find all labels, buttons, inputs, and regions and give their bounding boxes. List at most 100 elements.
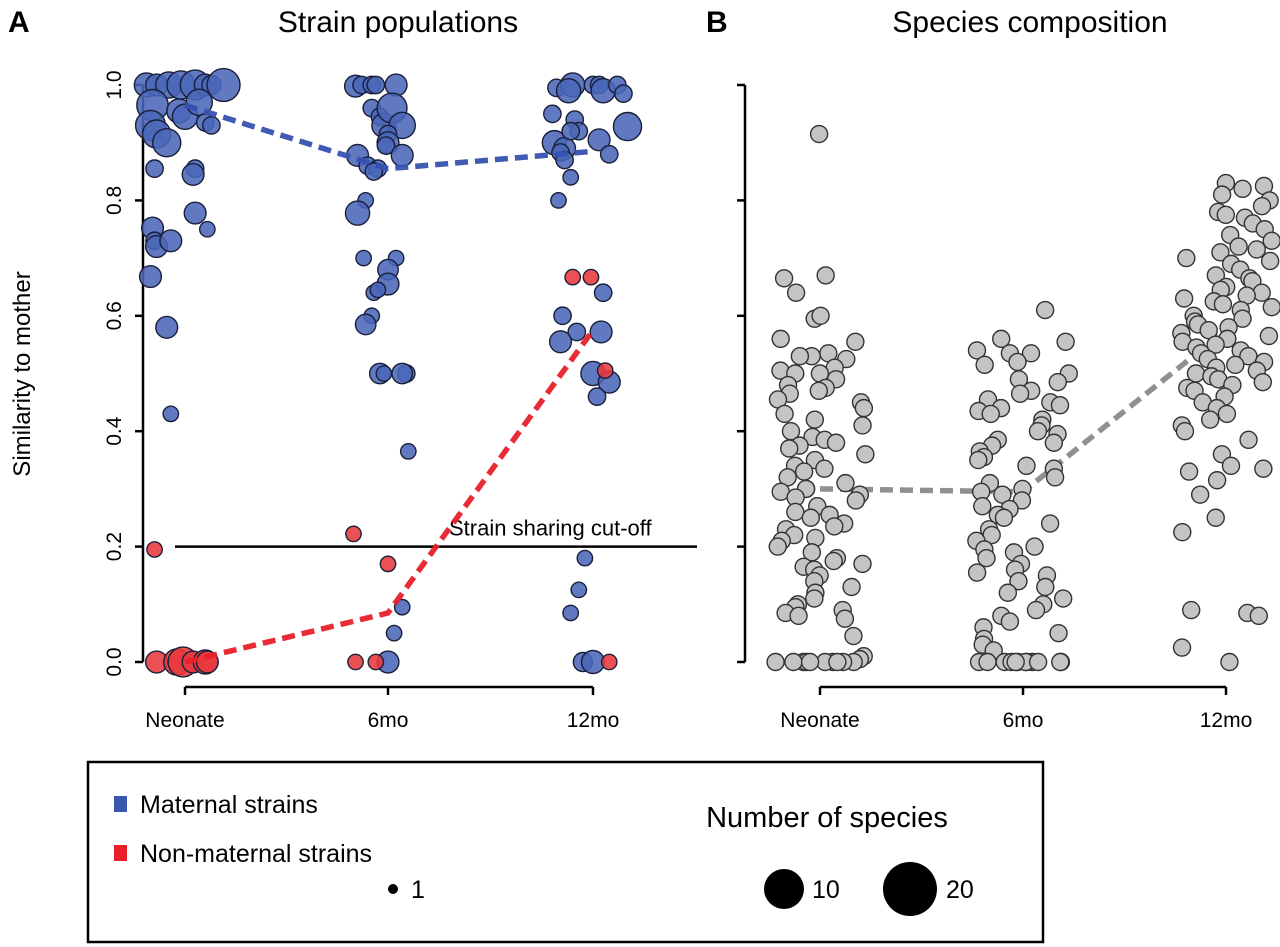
x-tick-label: 12mo — [1200, 709, 1253, 732]
panel-b: B Species composition Neonate 6mo 12mo — [706, 6, 1280, 732]
species-point — [992, 329, 1011, 349]
species-point — [977, 548, 996, 568]
species-point — [844, 626, 863, 646]
legend-label-maternal: Maternal strains — [140, 791, 318, 819]
species-point — [801, 508, 821, 527]
non-maternal-strain-point — [596, 362, 614, 379]
non-maternal-strain-point — [347, 653, 364, 671]
species-point — [1173, 522, 1192, 542]
maternal-strain-point — [181, 162, 205, 187]
species-point — [1200, 410, 1220, 429]
species-point — [1025, 537, 1044, 556]
maternal-strain-point — [344, 200, 371, 226]
species-point — [967, 563, 987, 582]
species-point — [853, 554, 872, 574]
species-point — [1006, 652, 1025, 672]
species-point — [1262, 297, 1280, 317]
species-point — [826, 433, 846, 452]
maternal-strain-point — [567, 322, 587, 342]
species-point — [994, 508, 1014, 527]
panel-a-axes: 0.0 0.2 0.4 0.6 0.8 1.0 Neonate 6mo 12mo — [103, 70, 619, 732]
y-tick-label: 0.4 — [103, 416, 126, 446]
legend-swatch-non-maternal — [114, 845, 127, 861]
species-point — [836, 473, 855, 493]
maternal-strain-point — [162, 405, 180, 423]
species-point — [1026, 600, 1046, 620]
species-point — [786, 502, 805, 522]
panel-b-axes: Neonate 6mo 12mo — [737, 83, 1253, 732]
maternal-strain-point — [543, 104, 562, 124]
x-tick-label: Neonate — [780, 709, 859, 732]
species-point — [1017, 456, 1036, 476]
species-point — [846, 491, 866, 510]
species-point — [1040, 514, 1060, 533]
species-point — [1221, 456, 1241, 476]
species-point — [1012, 491, 1032, 510]
species-point — [856, 445, 875, 464]
species-point — [1226, 355, 1245, 375]
species-point — [1036, 577, 1055, 597]
species-point — [1259, 326, 1279, 346]
species-point — [815, 459, 834, 478]
x-tick-label: 6mo — [1003, 709, 1044, 732]
species-point — [794, 462, 814, 481]
y-tick-label: 0.2 — [103, 532, 126, 561]
species-point — [1028, 652, 1048, 672]
species-point — [1053, 589, 1073, 608]
species-point — [1252, 196, 1272, 216]
species-point — [998, 583, 1018, 602]
legend-box — [86, 760, 1045, 944]
non-maternal-strain-point — [367, 653, 385, 671]
species-point — [1220, 652, 1239, 672]
species-point — [1181, 600, 1201, 620]
panel-b-points — [766, 124, 1280, 672]
maternal-strain-point — [399, 443, 417, 460]
species-point — [1253, 372, 1273, 392]
maternal-strain-point — [198, 220, 216, 238]
species-point — [1049, 623, 1068, 643]
legend-size-dot-20 — [883, 862, 937, 916]
species-point — [1249, 606, 1268, 626]
species-point — [825, 517, 844, 536]
non-maternal-strain-point — [379, 555, 397, 573]
species-point — [789, 606, 808, 626]
species-point — [1174, 289, 1194, 308]
maternal-strain-point — [376, 136, 396, 155]
maternal-strain-point — [562, 604, 580, 622]
non-maternal-strain-point — [564, 268, 582, 286]
maternal-strain-point — [562, 168, 580, 186]
non-maternal-mean-line — [184, 328, 596, 665]
maternal-strain-point — [384, 73, 408, 97]
maternal-strain-point — [145, 159, 164, 179]
legend-size-dot-1 — [388, 884, 398, 894]
maternal-strain-point — [561, 121, 581, 141]
maternal-strain-point — [183, 201, 207, 225]
legend-size-label-20: 20 — [946, 876, 974, 904]
panel-a: A Strain populations Similarity to mothe… — [8, 6, 697, 732]
maternal-strain-point — [548, 330, 573, 354]
legend-size-dot-10 — [764, 869, 804, 909]
species-point — [842, 577, 861, 597]
species-point — [835, 609, 855, 628]
species-point — [1247, 240, 1266, 259]
species-point — [816, 266, 835, 285]
maternal-strain-point — [393, 598, 411, 616]
species-point — [1172, 638, 1192, 657]
species-point — [780, 439, 799, 458]
reference-line-group: Strain sharing cut-off — [175, 516, 697, 548]
y-tick-label: 0.8 — [103, 186, 126, 215]
species-point — [846, 332, 865, 351]
species-point — [1252, 283, 1271, 302]
maternal-strain-point — [159, 229, 183, 253]
legend-size-title: Number of species — [706, 802, 948, 834]
species-point — [786, 283, 806, 302]
legend: Maternal strains Non-maternal strains Nu… — [86, 760, 1045, 944]
non-maternal-strain-point — [345, 525, 362, 543]
species-point — [1028, 422, 1048, 441]
panel-a-title: Strain populations — [278, 6, 518, 39]
species-point — [1044, 433, 1064, 452]
species-point — [828, 652, 847, 672]
maternal-strain-point — [553, 306, 572, 326]
species-point — [805, 410, 824, 429]
